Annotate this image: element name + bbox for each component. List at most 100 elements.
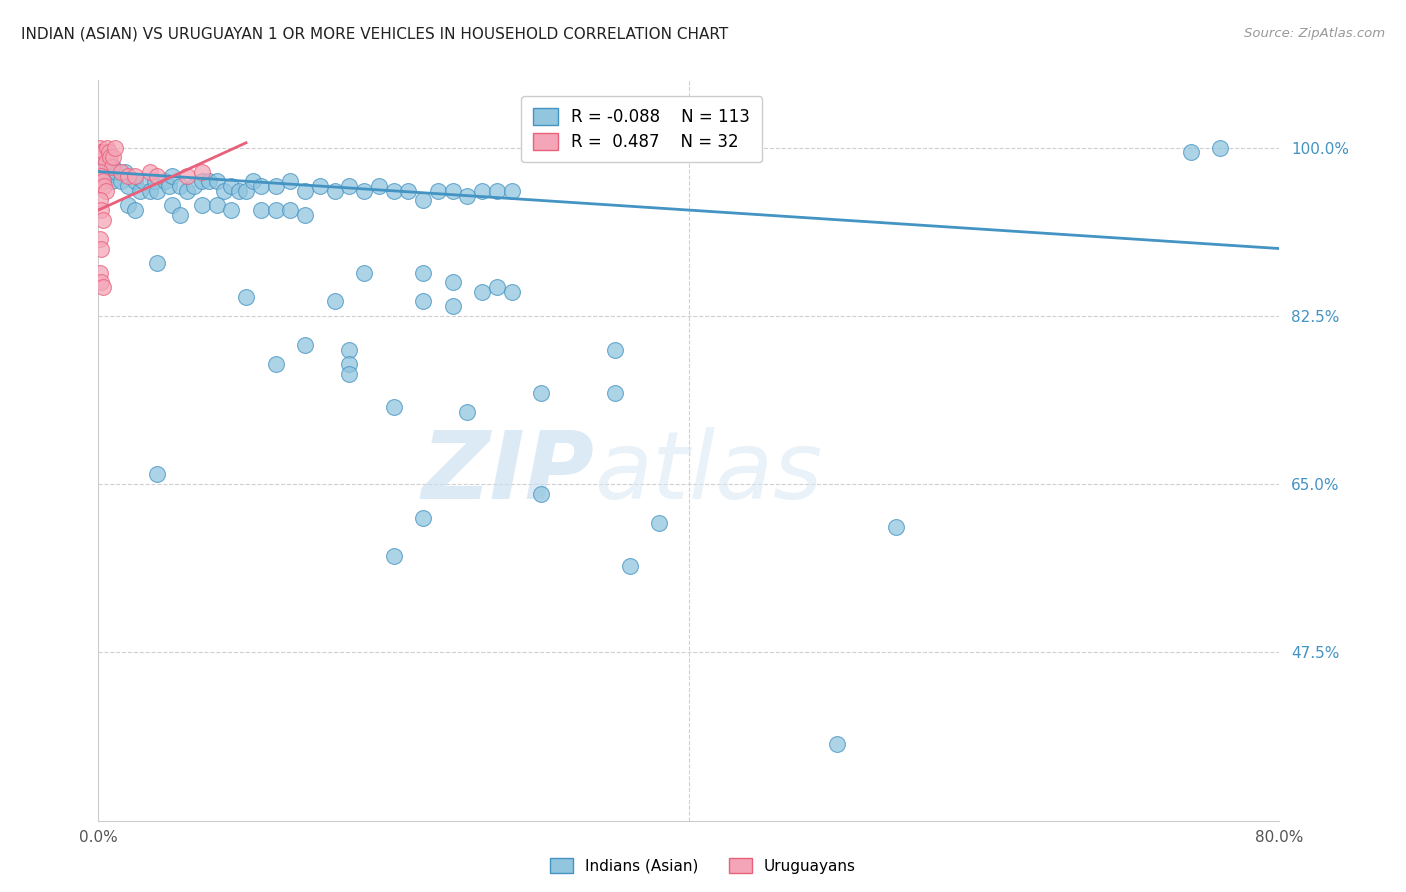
Point <box>441 299 464 313</box>
Text: ZIP: ZIP <box>422 426 595 518</box>
Point <box>100 160 122 174</box>
Point <box>89 145 111 160</box>
Point <box>471 184 494 198</box>
Point <box>110 164 132 178</box>
Point <box>530 487 553 501</box>
Point <box>153 174 176 188</box>
Point <box>128 184 150 198</box>
Point <box>162 198 183 212</box>
Point <box>353 266 375 280</box>
Point <box>91 212 114 227</box>
Point <box>89 266 111 280</box>
Point <box>412 510 434 524</box>
Point <box>176 184 198 198</box>
Point <box>143 174 166 188</box>
Point <box>205 198 228 212</box>
Point <box>250 203 273 218</box>
Point <box>191 198 214 212</box>
Point <box>441 275 464 289</box>
Point <box>398 184 420 198</box>
Point <box>124 174 146 188</box>
Point <box>235 290 257 304</box>
Point <box>339 367 361 381</box>
Point <box>191 164 214 178</box>
Point <box>146 184 169 198</box>
Point <box>501 285 523 299</box>
Point <box>339 343 361 357</box>
Point <box>89 194 111 208</box>
Point <box>124 169 146 184</box>
Point <box>412 194 434 208</box>
Point <box>169 208 191 222</box>
Point <box>105 164 128 178</box>
Point <box>382 184 405 198</box>
Point <box>114 164 136 178</box>
Point <box>368 179 391 194</box>
Point <box>471 285 494 299</box>
Point <box>93 179 115 194</box>
Point <box>280 174 302 188</box>
Point <box>486 184 509 198</box>
Point <box>97 155 120 169</box>
Point <box>441 184 464 198</box>
Point <box>96 140 118 154</box>
Point <box>825 737 848 751</box>
Point <box>228 184 250 198</box>
Point <box>117 198 139 212</box>
Text: INDIAN (ASIAN) VS URUGUAYAN 1 OR MORE VEHICLES IN HOUSEHOLD CORRELATION CHART: INDIAN (ASIAN) VS URUGUAYAN 1 OR MORE VE… <box>21 27 728 42</box>
Point <box>648 516 671 530</box>
Point <box>91 174 114 188</box>
Point <box>139 164 162 178</box>
Point <box>1180 145 1202 160</box>
Point <box>264 357 287 371</box>
Point <box>221 179 243 194</box>
Point <box>235 184 257 198</box>
Point <box>412 294 434 309</box>
Point <box>96 169 118 184</box>
Point <box>183 179 205 194</box>
Point <box>339 179 361 194</box>
Point <box>169 179 191 194</box>
Point <box>93 145 115 160</box>
Point <box>205 174 228 188</box>
Point <box>90 145 112 160</box>
Point <box>90 275 112 289</box>
Point <box>93 150 115 164</box>
Point <box>382 400 405 414</box>
Point <box>110 174 132 188</box>
Text: Source: ZipAtlas.com: Source: ZipAtlas.com <box>1244 27 1385 40</box>
Point <box>103 160 125 174</box>
Point <box>146 169 169 184</box>
Point <box>221 203 243 218</box>
Point <box>294 208 316 222</box>
Point <box>89 140 111 154</box>
Point <box>212 184 235 198</box>
Point <box>619 558 641 573</box>
Point <box>124 203 146 218</box>
Point <box>94 184 117 198</box>
Point <box>103 150 125 164</box>
Point <box>146 256 169 270</box>
Point <box>530 385 553 400</box>
Point <box>91 280 114 294</box>
Point <box>117 179 139 194</box>
Point <box>353 184 375 198</box>
Point <box>280 203 302 218</box>
Point <box>457 405 479 419</box>
Point <box>98 150 121 164</box>
Point <box>132 174 155 188</box>
Point <box>191 174 214 188</box>
Point <box>323 184 346 198</box>
Point <box>176 169 198 184</box>
Point <box>309 179 332 194</box>
Point <box>382 549 405 564</box>
Point <box>162 169 183 184</box>
Point <box>198 174 221 188</box>
Point <box>457 188 479 202</box>
Point <box>97 145 120 160</box>
Point <box>90 155 112 169</box>
Point <box>501 184 523 198</box>
Point <box>90 203 112 218</box>
Point <box>98 164 121 178</box>
Text: atlas: atlas <box>595 427 823 518</box>
